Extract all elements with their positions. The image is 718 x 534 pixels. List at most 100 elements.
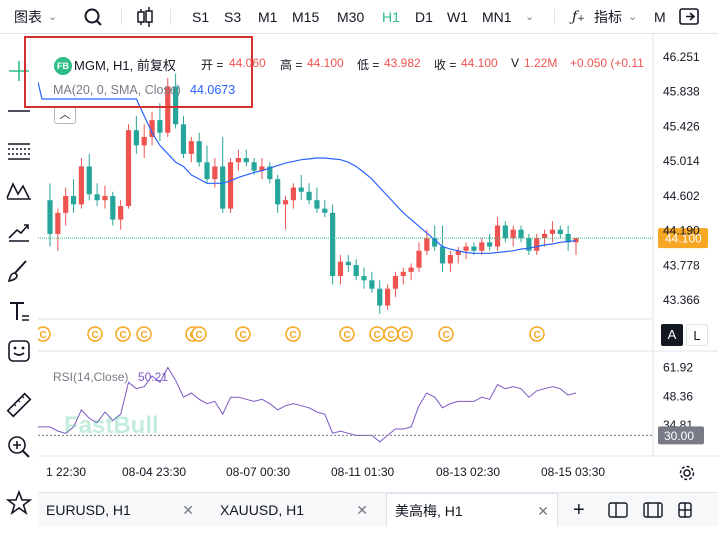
dividend-marker-glyph: C: [196, 330, 203, 341]
m-button[interactable]: M: [654, 9, 666, 25]
brush-icon[interactable]: [4, 256, 34, 286]
dividend-marker-glyph: C: [443, 330, 450, 341]
time-tick-label: 08-07 00:30: [226, 465, 290, 479]
timeframe-h1[interactable]: H1: [382, 9, 400, 25]
search-icon[interactable]: [82, 0, 104, 34]
candle-body: [227, 162, 234, 209]
tab-xauusd[interactable]: XAUUSD, H1 ✕: [212, 493, 376, 527]
chart-area[interactable]: 44.100 CCCCCCCCCCCCCC 46.25145.83845.426…: [38, 34, 718, 484]
price-tick-label: 46.251: [663, 50, 700, 64]
emoji-icon[interactable]: [4, 336, 34, 366]
symbol-title[interactable]: MGM, H1, 前复权: [74, 58, 176, 73]
timeframe-mn1[interactable]: MN1: [482, 9, 512, 25]
timeframe-m1[interactable]: M1: [258, 9, 278, 25]
dividend-marker-icon: [339, 326, 355, 342]
layout-grid-icon[interactable]: [678, 502, 692, 523]
dividend-marker-icon: [529, 326, 545, 342]
dividend-marker-icon: [136, 326, 152, 342]
candle-body: [243, 158, 249, 163]
rsi-line: [38, 366, 577, 443]
exit-fullscreen-icon[interactable]: [678, 0, 700, 34]
candle-body: [70, 195, 77, 205]
symbol-tabs-bar: EURUSD, H1 ✕ XAUUSD, H1 ✕ 美高梅, H1 ✕ +: [38, 492, 718, 527]
dividend-marker-icon: [191, 326, 207, 342]
auto-scale-button[interactable]: A: [661, 324, 683, 346]
candle-body: [361, 276, 367, 281]
layout-split-icon[interactable]: [608, 502, 628, 523]
candle-body: [416, 250, 422, 268]
candle-body: [424, 238, 430, 251]
candle-body: [133, 130, 139, 146]
collapse-legend-button[interactable]: ︿: [54, 106, 76, 124]
pattern-icon[interactable]: [4, 176, 34, 206]
indicator-fx-icon[interactable]: ƒ+: [572, 9, 585, 25]
chart-type-menu[interactable]: 图表: [14, 9, 42, 25]
candle-body: [534, 238, 540, 251]
log-scale-button[interactable]: L: [686, 324, 708, 346]
dividend-marker-icon: [38, 326, 51, 342]
star-icon[interactable]: [4, 488, 34, 518]
candle-body: [432, 238, 438, 247]
watermark-logo: FastBull: [64, 412, 159, 439]
tab-eurusd[interactable]: EURUSD, H1 ✕: [38, 493, 202, 527]
open-value: 44.060: [229, 56, 266, 70]
open-label: 开 =: [201, 58, 224, 72]
text-tool-icon[interactable]: [4, 296, 34, 326]
rsi-tick-label: 61.92: [663, 361, 693, 375]
symbol-logo-badge: FB: [54, 57, 72, 75]
dividend-marker-icon: [438, 326, 454, 342]
tab-mgm[interactable]: 美高梅, H1 ✕: [386, 493, 558, 527]
layout-single-icon[interactable]: [643, 502, 663, 523]
candle-body: [526, 238, 532, 251]
candle-body: [204, 162, 210, 180]
timeframe-s1[interactable]: S1: [192, 9, 210, 25]
candle-body: [180, 124, 187, 154]
price-tick-label: 45.014: [663, 154, 700, 168]
divider: [554, 9, 555, 25]
candle-body: [94, 194, 100, 201]
trend-line-icon[interactable]: [4, 96, 34, 126]
timeframe-m30[interactable]: M30: [337, 9, 365, 25]
time-tick-label: 08-13 02:30: [436, 465, 500, 479]
rsi-level-label: 30.00: [664, 429, 694, 443]
price-tick-label: 43.366: [663, 293, 700, 307]
add-tab-icon[interactable]: +: [573, 499, 585, 521]
indicators-button[interactable]: 指标: [594, 9, 622, 25]
timeframe-w1[interactable]: W1: [447, 9, 468, 25]
rsi-label: RSI(14,Close): [53, 370, 129, 384]
forecast-icon[interactable]: [4, 216, 34, 246]
close-icon[interactable]: ✕: [182, 502, 194, 518]
timeframe-m15[interactable]: M15: [292, 9, 320, 25]
chevron-down-icon[interactable]: ⌄: [48, 11, 58, 23]
dividend-marker-glyph: C: [290, 330, 297, 341]
timeframe-s3[interactable]: S3: [224, 9, 242, 25]
divider: [170, 9, 171, 25]
settings-gear-icon[interactable]: [676, 462, 698, 484]
candle-body: [212, 166, 218, 180]
price-chart[interactable]: 44.100 CCCCCCCCCCCCCC 46.25145.83845.426…: [38, 34, 718, 484]
candle-body: [110, 195, 116, 220]
ma-line: [38, 82, 577, 254]
chevron-down-icon[interactable]: ⌄: [525, 11, 535, 23]
candle-body: [369, 280, 375, 289]
candle-body: [235, 158, 242, 163]
dividend-marker-glyph: C: [344, 330, 351, 341]
candle-style-icon[interactable]: [134, 0, 156, 34]
drawing-tools-sidebar: [0, 34, 38, 534]
candle-body: [345, 261, 351, 266]
fib-retracement-icon[interactable]: [4, 136, 34, 166]
candle-body: [141, 136, 147, 146]
close-icon[interactable]: ✕: [537, 503, 549, 519]
close-icon[interactable]: ✕: [356, 502, 368, 518]
price-tick-label: 45.838: [663, 85, 700, 99]
timeframe-d1[interactable]: D1: [415, 9, 433, 25]
candle-body: [510, 229, 516, 239]
zoom-in-icon[interactable]: [4, 432, 34, 462]
chevron-down-icon[interactable]: ⌄: [628, 11, 638, 23]
candle-body: [494, 225, 501, 247]
ruler-icon[interactable]: [4, 390, 34, 420]
candle-body: [275, 179, 281, 205]
candle-body: [196, 141, 202, 163]
ma-indicator-label[interactable]: MA(20, 0, SMA, Close): [53, 83, 181, 97]
candle-body: [471, 246, 477, 251]
